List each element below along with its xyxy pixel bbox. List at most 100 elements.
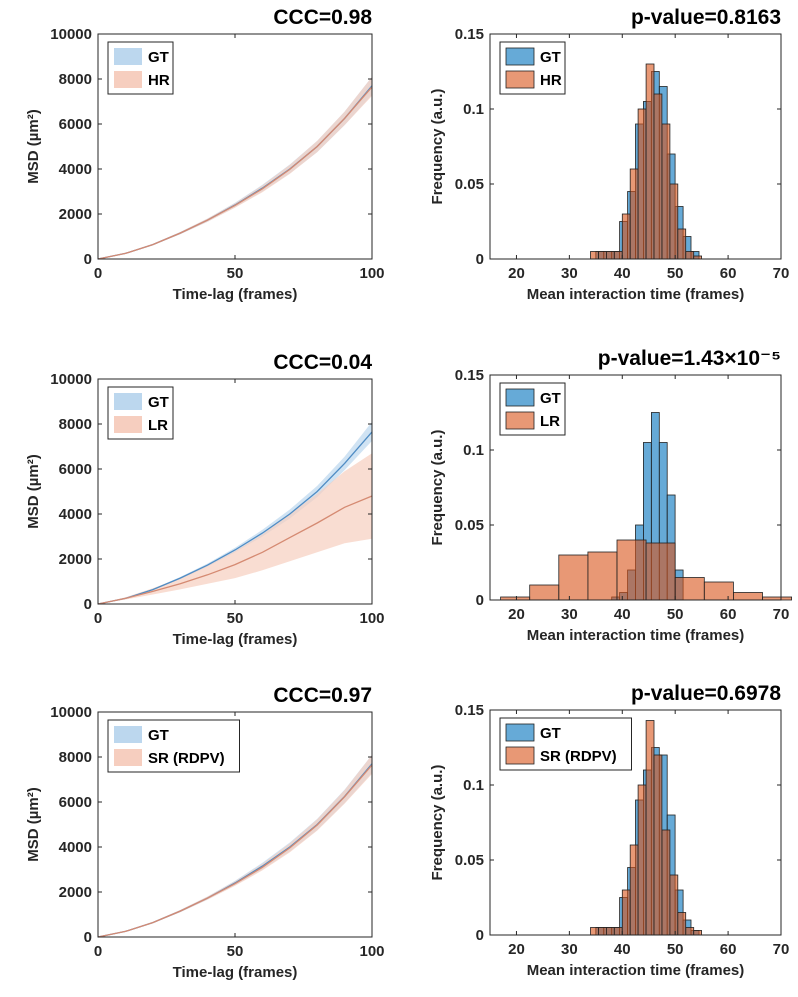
legend: GT LR	[499, 382, 566, 436]
histogram-bar-sr-rdpv-	[685, 927, 695, 936]
histogram-bar-hr	[590, 251, 599, 260]
histogram-bar-hr	[637, 108, 647, 260]
legend-entry-label: SR (RDPV)	[540, 748, 617, 765]
legend-entry-label: GT	[540, 725, 561, 742]
y-axis-label: Frequency (a.u.)	[429, 89, 446, 205]
legend-swatch	[505, 746, 535, 765]
y-tick-label: 2000	[59, 551, 92, 568]
histogram-bar-sr-rdpv-	[621, 889, 631, 936]
legend-swatch	[114, 416, 142, 433]
x-axis-label: Mean interaction time (frames)	[527, 286, 745, 303]
x-axis-label: Time-lag (frames)	[173, 286, 298, 303]
y-axis-label: MSD (µm²)	[25, 787, 42, 861]
histogram-bar-sr-rdpv-	[669, 874, 679, 936]
histogram-bar-lr	[587, 551, 618, 601]
legend-entry-label: GT	[148, 49, 169, 66]
histogram-bar-lr	[703, 581, 734, 601]
legend-entry-label: HR	[540, 72, 562, 89]
histogram-bar-sr-rdpv-	[613, 927, 623, 936]
y-axis-label: Frequency (a.u.)	[429, 765, 446, 881]
panel-title: p-value=0.8163	[631, 6, 781, 29]
histogram-bar-sr-rdpv-	[637, 784, 647, 936]
y-tick-label: 0.15	[455, 367, 484, 384]
panel-title: p-value=0.6978	[631, 682, 781, 705]
histogram-bar-lr	[616, 539, 647, 601]
legend-entry-label: GT	[148, 727, 169, 744]
y-tick-label: 0	[476, 927, 484, 944]
y-tick-label: 0.1	[463, 777, 484, 794]
panel-title: CCC=0.04	[273, 351, 372, 374]
y-axis-label: MSD (µm²)	[25, 109, 42, 183]
x-tick-label: 50	[667, 265, 684, 282]
x-tick-label: 100	[359, 943, 384, 960]
histogram-bar-hr	[621, 213, 631, 260]
histogram-bar-hr	[685, 251, 695, 260]
y-tick-label: 2000	[59, 206, 92, 223]
legend: GT HR	[499, 41, 566, 95]
series-line-lr	[97, 495, 373, 605]
legend-entry-label: LR	[148, 417, 168, 434]
legend-swatch	[114, 71, 142, 88]
legend-swatch	[505, 388, 535, 407]
histogram-bar-hr	[645, 63, 655, 260]
row3-hist-chart: 20 30 40 50 60 70 0 0.05 0.1 0.15 p-value=0.6978 Me…	[429, 682, 789, 979]
axes-frame	[489, 709, 782, 936]
x-tick-label: 20	[508, 941, 525, 958]
x-tick-label: 50	[667, 606, 684, 623]
x-axis-label: Mean interaction time (frames)	[527, 627, 745, 644]
histogram-bar-hr	[629, 168, 639, 260]
y-tick-label: 0.1	[463, 442, 484, 459]
legend-swatch	[114, 393, 142, 410]
y-tick-label: 6000	[59, 794, 92, 811]
histogram-bar-sr-rdpv-	[645, 720, 655, 936]
y-tick-label: 0	[476, 592, 484, 609]
histogram-bar-hr	[677, 228, 687, 260]
y-tick-label: 6000	[59, 461, 92, 478]
x-tick-label: 30	[561, 606, 578, 623]
x-tick-label: 100	[359, 265, 384, 282]
y-axis-label: MSD (µm²)	[25, 454, 42, 528]
histogram-bar-hr	[606, 251, 615, 260]
panel-title: CCC=0.98	[273, 6, 372, 29]
legend-entry-label: GT	[540, 49, 561, 66]
series-band-lr	[98, 453, 372, 604]
y-tick-label: 0	[476, 251, 484, 268]
legend-entry-label: GT	[148, 394, 169, 411]
y-tick-label: 0.15	[455, 702, 484, 719]
x-tick-label: 40	[614, 606, 631, 623]
histogram-bar-sr-rdpv-	[629, 844, 639, 936]
legend-swatch	[505, 47, 535, 66]
y-tick-label: 2000	[59, 884, 92, 901]
histogram-bar-sr-rdpv-	[693, 930, 703, 936]
y-tick-label: 0	[84, 596, 92, 613]
y-tick-label: 10000	[50, 704, 92, 721]
x-tick-label: 70	[773, 606, 790, 623]
histogram-bar-sr-rdpv-	[590, 927, 599, 936]
y-tick-label: 0.05	[455, 176, 484, 193]
histogram-bar-hr	[613, 251, 623, 260]
axes-frame	[489, 374, 782, 601]
histogram-bar-sr-rdpv-	[653, 754, 663, 936]
x-tick-label: 20	[508, 606, 525, 623]
legend: GT LR	[107, 386, 174, 440]
y-tick-label: 0.05	[455, 517, 484, 534]
y-tick-label: 10000	[50, 371, 92, 388]
legend: GT SR (RDPV)	[499, 717, 632, 771]
row1-msd-chart: 0 50 100 0 2000 4000 6000 8000 10000 CCC=0.98 Time…	[25, 6, 385, 303]
row2-hist-chart: 20 30 40 50 60 70 0 0.05 0.1 0.15 p-value=1.43×10⁻…	[429, 347, 793, 644]
x-axis-label: Mean interaction time (frames)	[527, 962, 745, 979]
histogram-bar-hr	[661, 123, 671, 260]
legend-entry-label: SR (RDPV)	[148, 750, 225, 767]
legend-swatch	[505, 411, 535, 430]
y-tick-label: 10000	[50, 26, 92, 43]
panel-title: p-value=1.43×10⁻⁵	[598, 347, 781, 370]
x-tick-label: 0	[94, 943, 102, 960]
histogram-bar-lr	[733, 592, 763, 601]
x-tick-label: 100	[359, 610, 384, 627]
x-tick-label: 50	[227, 610, 244, 627]
legend-swatch	[114, 749, 142, 766]
x-tick-label: 30	[561, 265, 578, 282]
histogram-bar-sr-rdpv-	[677, 912, 687, 936]
x-tick-label: 0	[94, 265, 102, 282]
